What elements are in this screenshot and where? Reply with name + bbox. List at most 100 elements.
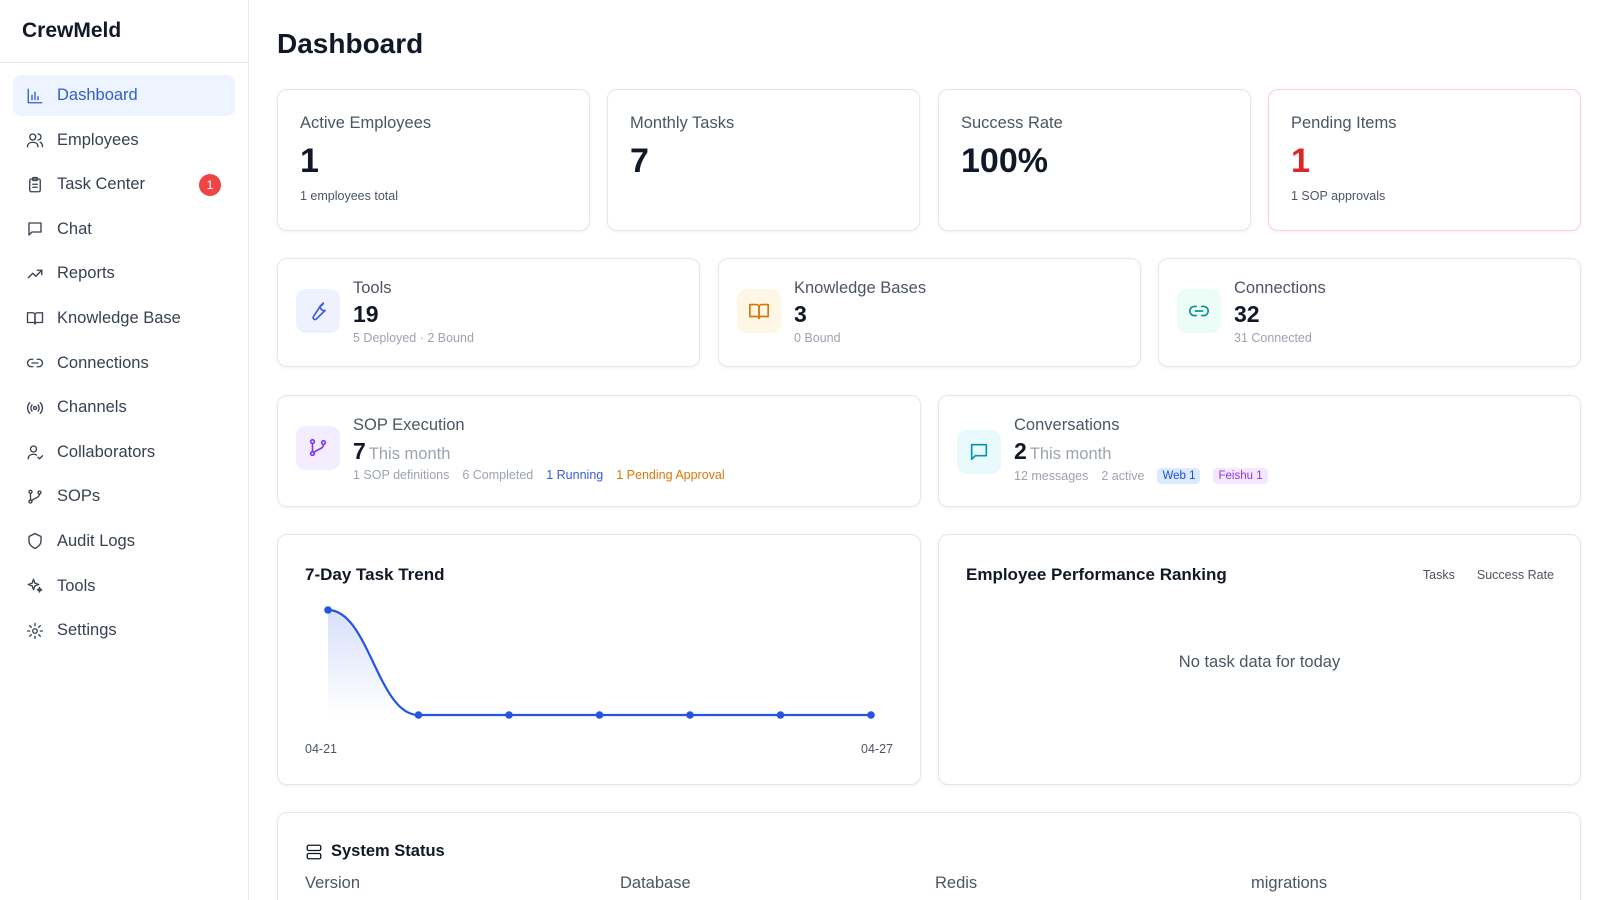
performance-ranking-card: Employee Performance Ranking Tasks Succe… — [938, 534, 1581, 785]
resource-value: 3 — [794, 301, 807, 327]
trend-point-04-23[interactable] — [505, 711, 513, 719]
trend-point-04-21[interactable] — [324, 606, 332, 614]
kpi-sub: 1 SOP approvals — [1291, 189, 1386, 203]
resource-sub: 5 Deployed · 2 Bound — [353, 331, 474, 345]
trending-up-icon — [26, 265, 44, 283]
activity-value: 7 This month — [353, 438, 450, 465]
knowledge-bases-card[interactable]: Knowledge Bases 3 0 Bound — [718, 258, 1141, 367]
resource-label: Tools — [353, 279, 392, 297]
sop-definitions: 1 SOP definitions — [353, 468, 450, 482]
sidebar-item-connections[interactable]: Connections — [13, 343, 235, 384]
empty-state: No task data for today — [1178, 653, 1341, 671]
sop-running-link[interactable]: 1 Running — [546, 468, 604, 482]
sidebar-item-label: Connections — [57, 353, 149, 372]
sidebar-item-collaborators[interactable]: Collaborators — [13, 432, 235, 473]
sidebar-item-label: Audit Logs — [57, 531, 135, 550]
conversation-count: 2 — [1014, 438, 1027, 464]
trend-points — [324, 606, 875, 719]
kpi-value: 1 — [300, 142, 319, 180]
task-trend-card: 7-Day Task Trend 04-21 04-27 — [277, 534, 921, 785]
kpi-label: Success Rate — [961, 114, 1063, 132]
migrations-label: migrations — [1251, 874, 1328, 892]
bar-chart-icon — [26, 87, 44, 105]
sidebar-item-reports[interactable]: Reports — [13, 253, 235, 294]
server-icon — [306, 844, 322, 859]
book-icon — [26, 309, 44, 327]
sop-unit: This month — [368, 445, 451, 463]
radio-icon — [26, 399, 44, 417]
sop-count: 7 — [353, 438, 366, 464]
database-label: Database — [620, 874, 691, 892]
success-rate-card[interactable]: Success Rate 100% — [938, 89, 1251, 231]
sidebar-item-label: SOPs — [57, 487, 101, 506]
tab-success-rate[interactable]: Success Rate — [1476, 568, 1554, 582]
sidebar-item-channels[interactable]: Channels — [13, 387, 235, 428]
sidebar-item-label: Tools — [57, 576, 96, 595]
activity-value: 2 This month — [1014, 438, 1111, 465]
resource-value: 32 — [1234, 301, 1260, 327]
gear-icon — [26, 622, 44, 640]
activity-label: SOP Execution — [353, 416, 465, 434]
resource-value: 19 — [353, 301, 379, 327]
monthly-tasks-card[interactable]: Monthly Tasks 7 — [607, 89, 920, 231]
sidebar-item-employees[interactable]: Employees — [13, 120, 235, 161]
ranking-title: Employee Performance Ranking — [966, 565, 1227, 584]
kpi-value: 7 — [630, 142, 649, 180]
sidebar-item-label: Chat — [57, 219, 92, 238]
system-status-header: System Status — [305, 842, 445, 861]
sop-pending-link[interactable]: 1 Pending Approval — [616, 468, 725, 482]
system-status-title: System Status — [331, 842, 445, 860]
sidebar-item-label: Channels — [57, 398, 127, 417]
sidebar-item-label: Knowledge Base — [57, 308, 181, 327]
kpi-sub: 1 employees total — [300, 189, 398, 203]
sparkles-icon — [26, 577, 44, 595]
tools-card[interactable]: Tools 19 5 Deployed · 2 Bound — [277, 258, 700, 367]
x-axis-start-label: 04-21 — [305, 742, 337, 756]
connections-card[interactable]: Connections 32 31 Connected — [1158, 258, 1581, 367]
conversation-active: 2 active — [1101, 469, 1145, 483]
users-icon — [26, 131, 44, 149]
tab-tasks[interactable]: Tasks — [1422, 568, 1455, 582]
page-title: Dashboard — [277, 28, 424, 59]
redis-label: Redis — [935, 874, 978, 892]
sidebar-item-sops[interactable]: SOPs — [13, 476, 235, 517]
kpi-label: Monthly Tasks — [630, 114, 735, 132]
sidebar-item-dashboard[interactable]: Dashboard — [13, 75, 235, 116]
resource-label: Connections — [1234, 279, 1326, 297]
sop-execution-card[interactable]: SOP Execution 7 This month 1 SOP definiti… — [277, 395, 921, 507]
resource-sub: 31 Connected — [1234, 331, 1312, 345]
trend-point-04-26[interactable] — [776, 711, 785, 719]
system-status-card: System Status Version Database Redis mig… — [277, 812, 1581, 900]
resource-label: Knowledge Bases — [794, 279, 927, 297]
user-check-icon — [26, 443, 44, 461]
trend-line — [327, 608, 871, 717]
trend-point-04-24[interactable] — [595, 711, 604, 719]
git-branch-icon — [296, 426, 340, 470]
conversation-meta: 12 messages 2 active Web 1 Feishu 1 — [1014, 468, 1281, 484]
sidebar-item-knowledge-base[interactable]: Knowledge Base — [13, 298, 235, 339]
kpi-value: 1 — [1291, 142, 1310, 180]
kpi-label: Pending Items — [1291, 114, 1397, 132]
pending-items-card[interactable]: Pending Items 1 1 SOP approvals — [1268, 89, 1581, 231]
active-employees-card[interactable]: Active Employees 1 1 employees total — [277, 89, 590, 231]
trend-area — [328, 610, 871, 715]
version-label: Version — [305, 874, 361, 892]
sidebar-item-task-center[interactable]: Task Center 1 — [13, 164, 235, 205]
trend-point-04-25[interactable] — [686, 711, 694, 719]
link-icon — [26, 354, 44, 372]
sidebar-item-chat[interactable]: Chat — [13, 209, 235, 250]
channel-tag-feishu: Feishu 1 — [1213, 468, 1268, 484]
conversation-unit: This month — [1029, 445, 1112, 463]
conversations-card[interactable]: Conversations 2 This month 12 messages 2 … — [938, 395, 1581, 507]
kpi-label: Active Employees — [300, 114, 432, 132]
sidebar-item-audit-logs[interactable]: Audit Logs — [13, 521, 235, 562]
channel-tag-web: Web 1 — [1157, 468, 1201, 484]
app-logo[interactable]: CrewMeld — [0, 0, 248, 63]
trend-point-04-22[interactable] — [414, 711, 423, 719]
sidebar-item-tools[interactable]: Tools — [13, 566, 235, 607]
sop-meta: 1 SOP definitions 6 Completed 1 Running … — [353, 468, 738, 482]
sidebar-item-settings[interactable]: Settings — [13, 610, 235, 651]
clipboard-icon — [26, 176, 44, 194]
sidebar-item-label: Task Center — [57, 175, 146, 194]
trend-point-04-27[interactable] — [867, 711, 875, 719]
